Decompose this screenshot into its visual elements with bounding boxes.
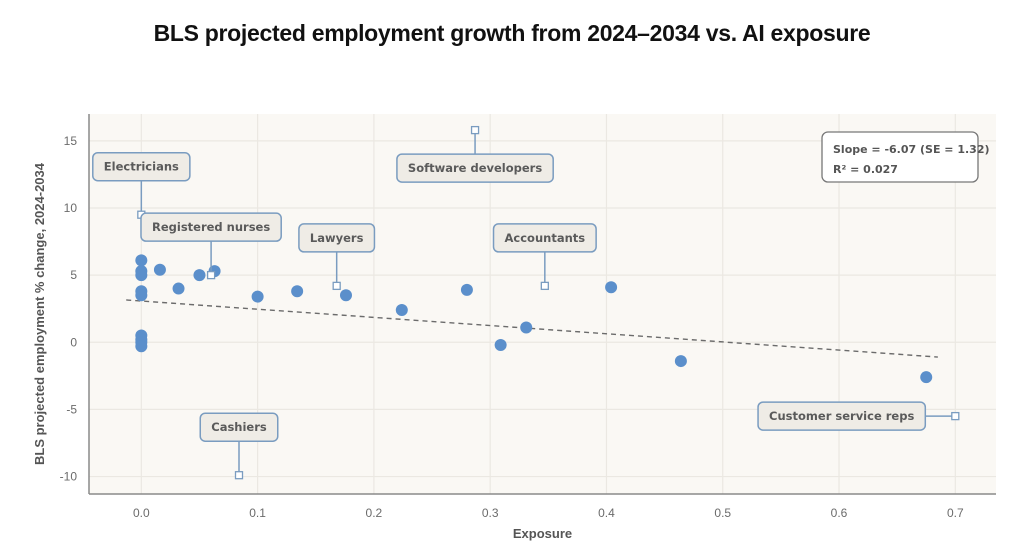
x-tick-label: 0.6 — [831, 506, 848, 520]
x-axis-label: Exposure — [513, 526, 572, 541]
annotation-marker — [234, 471, 244, 480]
callout-label: Electricians — [104, 160, 179, 174]
annotation-callout: Cashiers — [199, 412, 279, 480]
data-points — [135, 254, 933, 428]
x-tick-label: 0.7 — [947, 506, 964, 520]
data-point — [395, 304, 408, 317]
data-point — [135, 289, 148, 302]
data-point — [339, 289, 352, 302]
annotation-callout: Electricians — [92, 151, 191, 219]
slope-text: Slope = -6.07 (SE = 1.32) — [833, 143, 990, 156]
x-tick-label: 0.5 — [714, 506, 731, 520]
callout-box — [298, 223, 376, 253]
data-point — [460, 283, 473, 296]
data-point — [135, 254, 148, 267]
x-tick-label: 0.3 — [482, 506, 499, 520]
data-point — [251, 290, 264, 303]
callout-label: Software developers — [408, 161, 542, 175]
annotation-marker — [470, 125, 480, 135]
stats-box-frame — [821, 131, 979, 183]
annotation-marker — [206, 270, 216, 280]
y-axis-label: BLS projected employment % change, 2024-… — [32, 162, 47, 465]
chart-title: BLS projected employment growth from 202… — [153, 20, 871, 46]
callout-label: Registered nurses — [152, 220, 270, 234]
data-point — [674, 355, 687, 368]
y-tick-label: -10 — [60, 470, 78, 484]
data-point — [172, 282, 185, 295]
annotation-callout: Registered nurses — [140, 212, 282, 280]
y-tick-label: 10 — [64, 201, 78, 215]
y-tick-label: 0 — [70, 335, 77, 349]
y-tick-label: -5 — [66, 402, 77, 416]
callout-box — [92, 151, 191, 182]
annotation-callout: Customer service reps — [757, 401, 960, 431]
data-point — [153, 263, 166, 276]
callout-box — [757, 401, 927, 431]
annotation-marker — [951, 411, 960, 421]
data-point — [605, 281, 618, 294]
stats-box: Slope = -6.07 (SE = 1.32) R² = 0.027 — [821, 131, 990, 183]
callout-box — [140, 212, 282, 242]
callout-label: Lawyers — [310, 231, 364, 245]
data-point — [520, 321, 533, 334]
data-point — [193, 269, 206, 282]
callout-box — [396, 153, 554, 183]
data-point — [494, 338, 507, 351]
axes — [88, 114, 996, 495]
annotation-marker — [540, 281, 549, 291]
y-tick-label: 5 — [70, 268, 77, 282]
data-point — [135, 340, 148, 353]
annotation-callout: Software developers — [396, 125, 554, 183]
callout-label: Accountants — [505, 231, 586, 245]
data-point — [920, 371, 933, 384]
y-tick-label: 15 — [64, 134, 78, 148]
annotation-marker — [332, 281, 341, 291]
tick-labels: 0.0 0.1 0.2 0.3 0.4 0.5 0.6 0.7 -10 -5 0 5 10 15 — [60, 134, 964, 520]
annotations: Electricians Registered nurses Lawyers Soft… — [92, 125, 960, 480]
x-tick-label: 0.1 — [249, 506, 266, 520]
annotation-callout: Lawyers — [298, 223, 376, 291]
callout-label: Cashiers — [211, 420, 267, 434]
r-squared-text: R² = 0.027 — [833, 163, 898, 176]
callout-box — [492, 223, 597, 253]
callout-box — [199, 412, 279, 442]
x-tick-label: 0.2 — [366, 506, 383, 520]
data-point — [135, 269, 148, 282]
x-tick-label: 0.4 — [598, 506, 615, 520]
annotation-callout: Accountants — [492, 223, 597, 291]
data-point — [291, 285, 304, 298]
callout-label: Customer service reps — [769, 409, 914, 423]
x-tick-label: 0.0 — [133, 506, 150, 520]
